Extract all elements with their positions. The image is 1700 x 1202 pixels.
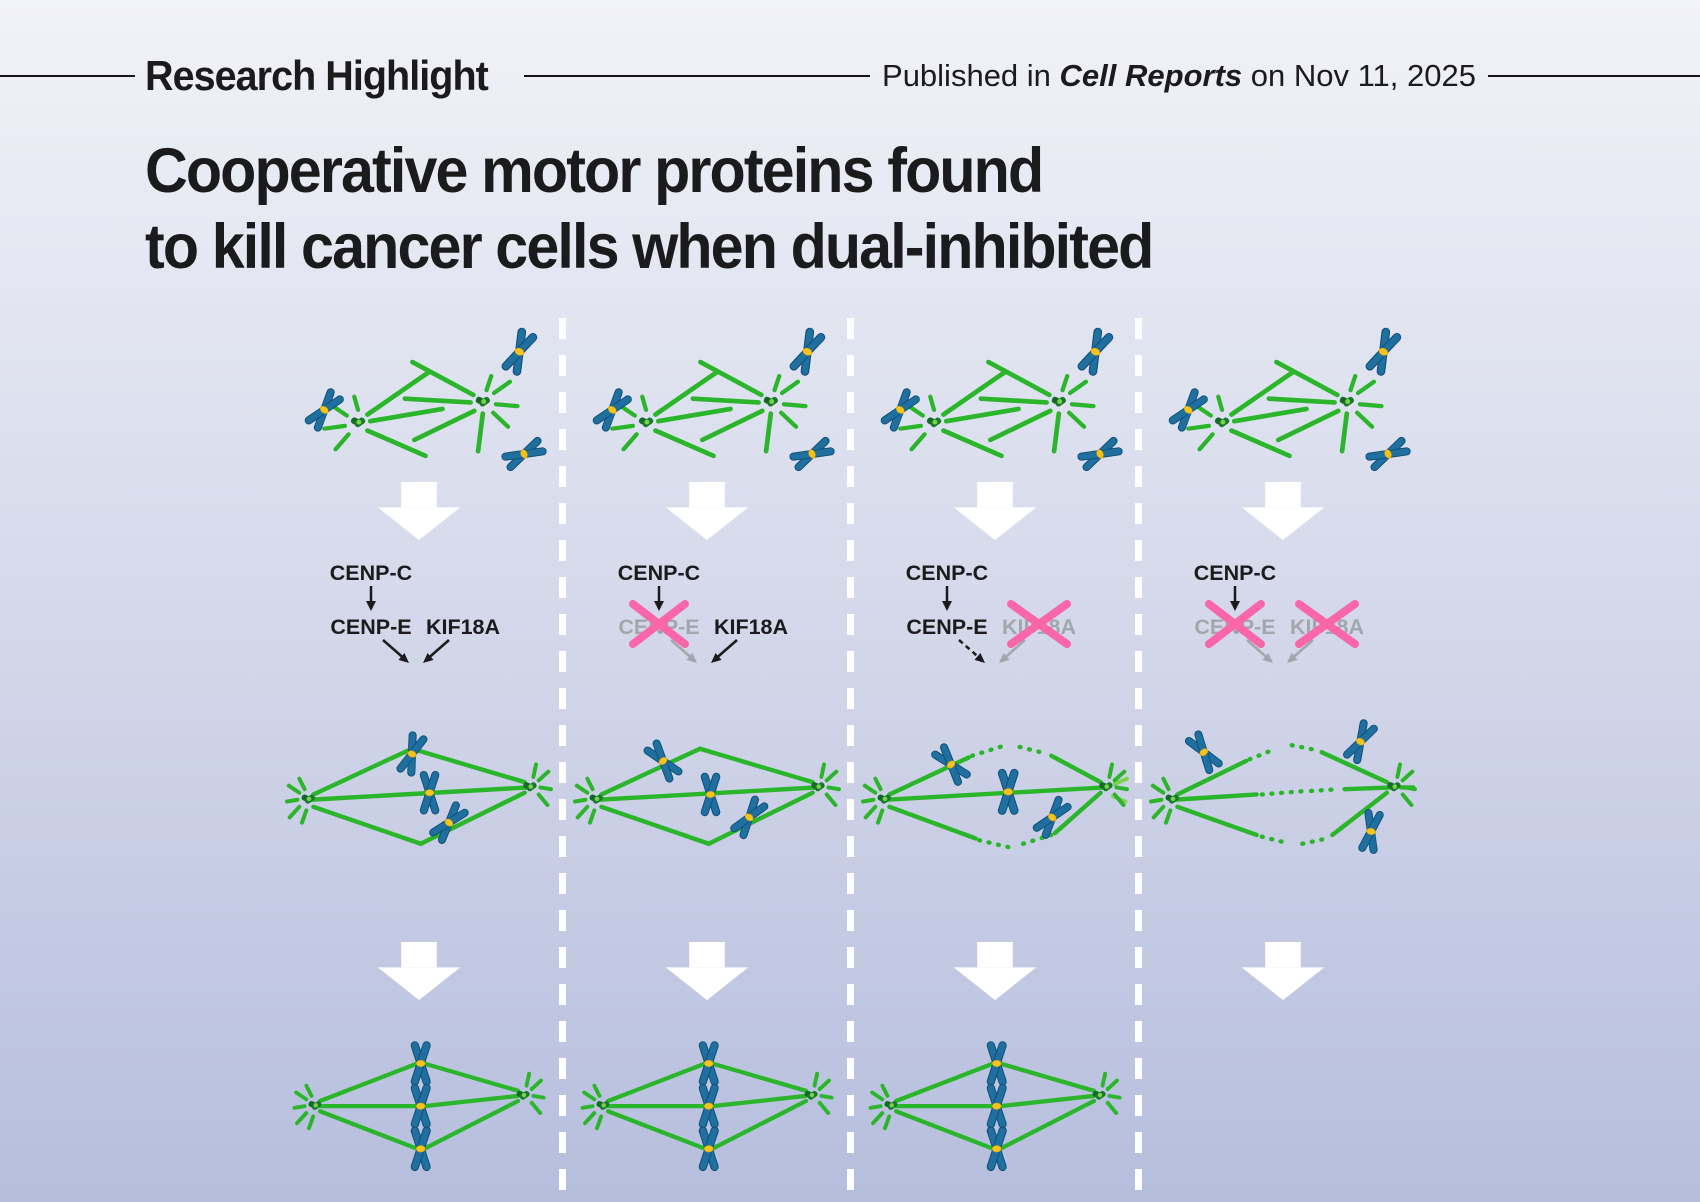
- spindle-row: [285, 676, 553, 888]
- pathway-row: CENP-C CENP-E KIF18A: [875, 556, 1115, 676]
- arrow-row: [946, 888, 1044, 1001]
- arrow-row: [1234, 478, 1332, 556]
- metaphase-row: [579, 1000, 835, 1202]
- pathway-diagram: CENP-C CENP-E KIF18A: [906, 561, 1076, 663]
- kif18a-arrow: [423, 639, 450, 663]
- spindle-illustration: [861, 740, 1129, 850]
- prophase-row: [571, 318, 843, 478]
- prophase-row: [859, 318, 1131, 478]
- section-label: Research Highlight: [145, 52, 489, 99]
- arrow-row: [658, 478, 756, 556]
- metaphase-row: [867, 1000, 1123, 1202]
- header: Research Highlight Published in Cell Rep…: [0, 52, 1700, 100]
- divider-line: [0, 75, 135, 77]
- cenp-c-label: CENP-C: [618, 561, 700, 585]
- cenp-c-label: CENP-C: [906, 561, 988, 585]
- spindle-row: [1149, 676, 1417, 888]
- down-arrow-icon: [953, 482, 1037, 541]
- down-arrow-icon: [953, 942, 1037, 1001]
- divider-line: [523, 75, 871, 77]
- journal-name: Cell Reports: [1059, 58, 1243, 93]
- cenp-e-arrow: [382, 639, 409, 663]
- publication-info: Published in Cell Reports on Nov 11, 202…: [882, 58, 1476, 94]
- column-divider-dashed: [559, 318, 566, 1202]
- prophase-row: [283, 318, 555, 478]
- cenp-e-label: CENP-E: [906, 615, 987, 639]
- divider-line: [1488, 75, 1700, 77]
- pathway-diagram: CENP-C CENP-E KIF18A: [330, 561, 500, 663]
- metaphase-illustration: [292, 1040, 546, 1173]
- condition-column-2: CENP-C CENP-E KIF18A: [563, 318, 851, 1202]
- kif18a-arrow: [999, 639, 1026, 663]
- published-prefix: Published in: [882, 58, 1051, 93]
- mitosis-figure: CENP-C CENP-E KIF18A: [0, 318, 1700, 1202]
- cenp-e-arrow: [670, 639, 697, 663]
- condition-column-3: CENP-C CENP-E KIF18A: [851, 318, 1139, 1202]
- page-title: Cooperative motor proteins found to kill…: [145, 134, 1154, 285]
- cenp-e-label: CENP-E: [330, 615, 411, 639]
- prophase-illustration: [1147, 318, 1419, 477]
- cenp-c-label: CENP-C: [1194, 561, 1276, 585]
- cenp-e-arrow: [1246, 639, 1273, 663]
- metaphase-illustration: [868, 1040, 1122, 1173]
- arrow-row: [946, 478, 1044, 556]
- metaphase-row: [291, 1000, 547, 1202]
- arrow-row: [370, 478, 468, 556]
- pathway-diagram: CENP-C CENP-E KIF18A: [618, 561, 788, 663]
- down-arrow-icon: [377, 482, 461, 541]
- cenp-c-label: CENP-C: [330, 561, 412, 585]
- pathway-row: CENP-C CENP-E KIF18A: [1163, 556, 1403, 676]
- kif18a-label: KIF18A: [714, 615, 788, 639]
- spindle-illustration: [285, 729, 553, 847]
- prophase-illustration: [859, 318, 1131, 477]
- arrow-row: [658, 888, 756, 1001]
- inhibition-x-icon: [1007, 600, 1071, 648]
- down-arrow-icon: [1241, 482, 1325, 541]
- arrow-row: [1234, 888, 1332, 1001]
- down-arrow-icon: [665, 482, 749, 541]
- spindle-illustration: [1149, 716, 1417, 856]
- metaphase-illustration: [580, 1040, 834, 1173]
- pathway-row: CENP-C CENP-E KIF18A: [587, 556, 827, 676]
- kif18a-arrow: [711, 639, 738, 663]
- prophase-illustration: [571, 318, 843, 477]
- spindle-illustration: [573, 736, 841, 846]
- inhibition-x-icon: [1295, 600, 1359, 648]
- spindle-row: [861, 676, 1129, 888]
- spindle-row: [573, 676, 841, 888]
- prophase-row: [1147, 318, 1419, 478]
- condition-column-4: CENP-C CENP-E KIF18A: [1139, 318, 1427, 1202]
- title-line-2: to kill cancer cells when dual-inhibited: [145, 211, 1154, 282]
- kif18a-arrow: [1287, 639, 1314, 663]
- pathway-diagram: CENP-C CENP-E KIF18A: [1194, 561, 1364, 663]
- inhibition-x-icon: [1205, 600, 1265, 648]
- cenp-e-arrow: [958, 639, 985, 663]
- column-divider-dashed: [847, 318, 854, 1202]
- pathway-row: CENP-C CENP-E KIF18A: [299, 556, 539, 676]
- arrow-row: [370, 888, 468, 1001]
- condition-column-1: CENP-C CENP-E KIF18A: [275, 318, 563, 1202]
- prophase-illustration: [283, 318, 555, 477]
- published-date: on Nov 11, 2025: [1250, 58, 1476, 93]
- down-arrow-icon: [377, 942, 461, 1001]
- down-arrow-icon: [665, 942, 749, 1001]
- title-line-1: Cooperative motor proteins found: [145, 136, 1044, 206]
- inhibition-x-icon: [629, 600, 689, 648]
- column-divider-dashed: [1135, 318, 1142, 1202]
- kif18a-label: KIF18A: [426, 615, 500, 639]
- down-arrow-icon: [1241, 942, 1325, 1001]
